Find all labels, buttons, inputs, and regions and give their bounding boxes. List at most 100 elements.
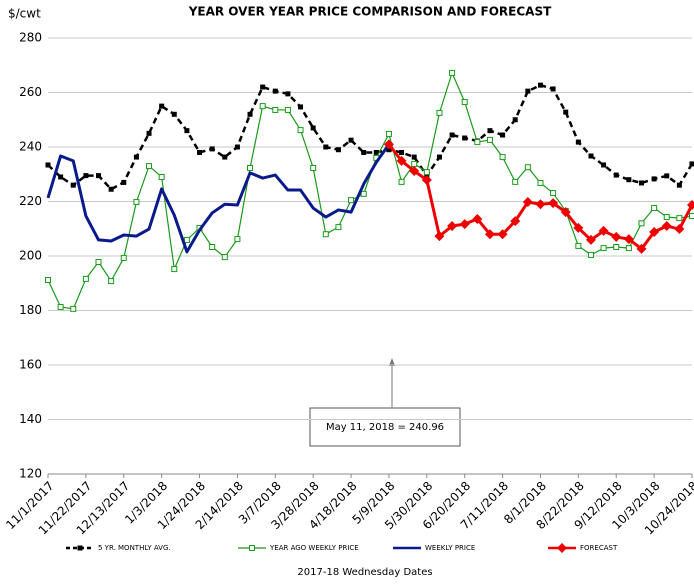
point: [639, 180, 644, 185]
point: [538, 180, 543, 185]
point: [248, 165, 253, 170]
point: [273, 89, 278, 94]
y-tick-label: 120: [19, 467, 42, 481]
point: [46, 277, 51, 282]
legend-marker: [557, 543, 567, 553]
point: [349, 198, 354, 203]
point: [222, 255, 227, 260]
point: [285, 107, 290, 112]
point: [450, 70, 455, 75]
point: [664, 215, 669, 220]
x-axis-label: 2017-18 Wednesday Dates: [297, 567, 432, 578]
legend-marker: [78, 546, 83, 551]
point: [172, 267, 177, 272]
y-tick-label: 180: [19, 303, 42, 317]
point: [83, 173, 88, 178]
legend-marker: [250, 546, 255, 551]
point: [184, 128, 189, 133]
point: [71, 183, 76, 188]
point: [361, 150, 366, 155]
point: [184, 237, 189, 242]
point: [336, 225, 341, 230]
point: [197, 150, 202, 155]
series-line: [48, 144, 389, 252]
point: [450, 133, 455, 138]
y-axis-label: $/cwt: [8, 7, 41, 21]
point: [437, 155, 442, 160]
point: [298, 128, 303, 133]
point: [652, 206, 657, 211]
point: [298, 104, 303, 109]
y-tick-label: 260: [19, 85, 42, 99]
point: [677, 216, 682, 221]
point: [487, 128, 492, 133]
legend-label: FORECAST: [580, 544, 618, 552]
point: [601, 246, 606, 251]
series-line: [48, 73, 692, 309]
point: [639, 221, 644, 226]
y-tick-label: 200: [19, 249, 42, 263]
point: [71, 306, 76, 311]
point: [285, 91, 290, 96]
point: [58, 304, 63, 309]
legend-label: YEAR AGO WEEKLY PRICE: [269, 544, 359, 552]
point: [677, 183, 682, 188]
point: [535, 199, 545, 209]
point: [538, 83, 543, 88]
point: [690, 213, 694, 218]
point: [311, 165, 316, 170]
legend-label: WEEKLY PRICE: [425, 544, 475, 552]
point: [147, 164, 152, 169]
point: [462, 100, 467, 105]
point: [260, 85, 265, 90]
point: [611, 232, 621, 242]
point: [601, 162, 606, 167]
chart-title: YEAR OVER YEAR PRICE COMPARISON AND FORE…: [188, 5, 552, 19]
y-tick-label: 140: [19, 412, 42, 426]
point: [462, 136, 467, 141]
point: [323, 145, 328, 150]
point: [626, 177, 631, 182]
point: [424, 170, 429, 175]
point: [134, 200, 139, 205]
point: [248, 112, 253, 117]
point: [513, 179, 518, 184]
series-line: [389, 144, 692, 249]
y-tick-label: 240: [19, 140, 42, 154]
point: [210, 245, 215, 250]
y-tick-label: 160: [19, 358, 42, 372]
point: [159, 174, 164, 179]
point: [662, 221, 672, 231]
point: [500, 133, 505, 138]
point: [576, 140, 581, 145]
point: [399, 150, 404, 155]
point: [563, 110, 568, 115]
point: [513, 117, 518, 122]
point: [121, 255, 126, 260]
point: [134, 155, 139, 160]
point: [83, 276, 88, 281]
point: [525, 165, 530, 170]
point: [235, 237, 240, 242]
point: [551, 191, 556, 196]
point: [235, 145, 240, 150]
point: [588, 153, 593, 158]
point: [576, 243, 581, 248]
point: [311, 125, 316, 130]
point: [588, 252, 593, 257]
point: [614, 245, 619, 250]
point: [475, 140, 480, 145]
point: [614, 173, 619, 178]
point: [121, 180, 126, 185]
point: [525, 89, 530, 94]
point: [46, 162, 51, 167]
point: [58, 174, 63, 179]
point: [361, 191, 366, 196]
point: [386, 131, 391, 136]
point: [652, 176, 657, 181]
point: [222, 155, 227, 160]
point: [551, 86, 556, 91]
point: [349, 138, 354, 143]
point: [336, 147, 341, 152]
